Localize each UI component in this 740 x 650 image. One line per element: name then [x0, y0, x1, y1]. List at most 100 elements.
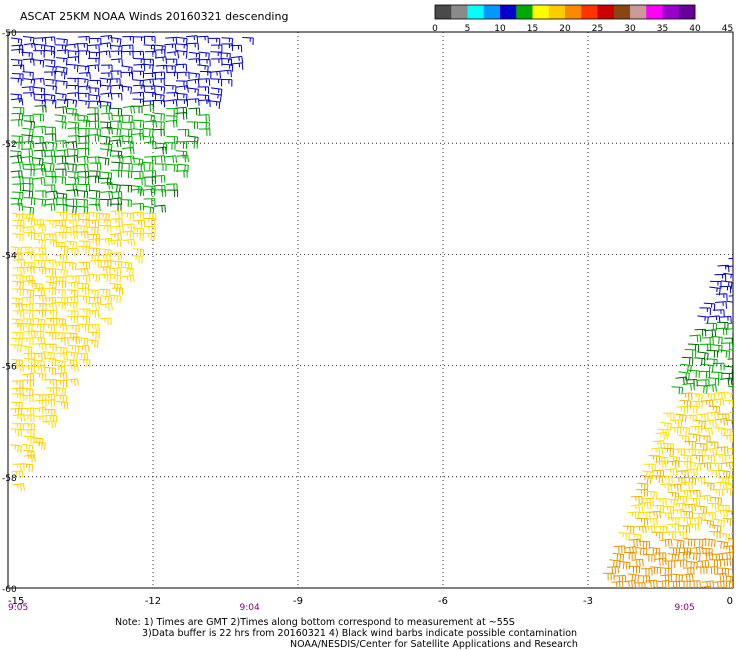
wind-barb: [675, 531, 687, 540]
wind-barb: [21, 303, 34, 311]
wind-barb: [716, 540, 729, 550]
wind-barb: [122, 121, 135, 130]
wind-barb: [690, 425, 703, 434]
wind-barb: [21, 275, 34, 283]
wind-barb: [731, 441, 733, 443]
wind-barb: [727, 475, 733, 481]
wind-barb: [11, 274, 24, 283]
wind-barb: [704, 538, 716, 548]
wind-barb: [164, 43, 177, 51]
wind-barb: [33, 50, 45, 58]
wind-barb: [684, 349, 697, 357]
wind-barb: [686, 405, 698, 414]
wind-barb: [88, 247, 100, 256]
wind-barb: [65, 240, 77, 249]
wind-barb: [110, 58, 123, 66]
y-tick-labels: -50 -52 -54 -56 -58 -60: [2, 29, 17, 595]
wind-barb: [78, 315, 91, 324]
wind-barb: [669, 483, 682, 492]
legend-swatch: [565, 5, 582, 19]
wind-barb: [660, 475, 673, 484]
wind-barb: [701, 337, 714, 345]
wind-barb: [10, 444, 22, 453]
wind-barb: [110, 260, 123, 269]
wind-barb: [98, 212, 110, 222]
wind-barb: [12, 219, 25, 228]
legend-swatch: [548, 5, 566, 19]
wind-barb: [76, 190, 89, 199]
wind-barb: [111, 45, 123, 54]
wind-barb: [121, 44, 134, 53]
wind-barb: [56, 49, 69, 57]
wind-barb: [10, 141, 23, 150]
wind-barb: [12, 266, 25, 275]
wind-barb: [220, 79, 233, 87]
wind-barb: [12, 280, 25, 290]
wind-barb: [44, 259, 57, 268]
legend-swatch: [613, 5, 631, 19]
wind-barb: [133, 163, 145, 171]
y-tick-label: -56: [2, 363, 17, 373]
wind-barb: [45, 379, 57, 387]
footnote: Note: 1) Times are GMT 2)Times along bot…: [115, 617, 578, 650]
wind-barb: [706, 441, 719, 450]
wind-barb: [77, 142, 90, 151]
wind-barb: [152, 128, 165, 137]
wind-barb: [668, 547, 681, 556]
wind-barb: [683, 538, 696, 547]
wind-barb: [22, 309, 34, 318]
wind-barb: [88, 189, 101, 199]
wind-barb: [177, 71, 190, 80]
wind-barb: [43, 323, 56, 332]
wind-barb: [120, 85, 133, 95]
wind-barb: [65, 205, 77, 214]
wind-barb: [45, 238, 58, 248]
wind-barb: [43, 399, 56, 407]
wind-barb: [627, 573, 640, 583]
legend-swatch: [483, 5, 501, 19]
wind-barb: [100, 92, 113, 100]
wind-barb: [78, 35, 91, 44]
wind-barb: [66, 378, 79, 387]
wind-barb: [667, 553, 680, 563]
wind-barb: [98, 266, 111, 274]
wind-barb: [9, 344, 22, 353]
wind-barb: [55, 352, 68, 360]
wind-barb: [65, 107, 77, 117]
wind-barb: [598, 590, 610, 598]
wind-barb: [121, 50, 134, 59]
wind-barb: [67, 324, 80, 333]
wind-barb: [685, 414, 697, 423]
wind-barb: [712, 398, 725, 407]
wind-barb: [677, 434, 690, 444]
wind-barb: [66, 43, 79, 51]
wind-barb: [633, 582, 646, 588]
wind-barb: [45, 190, 59, 199]
wind-barb: [45, 309, 57, 318]
wind-barb: [648, 547, 661, 556]
wind-barb: [164, 84, 177, 93]
wind-barb: [665, 468, 678, 476]
wind-barb: [22, 266, 35, 274]
wind-barb: [198, 59, 211, 67]
wind-barb: [622, 525, 635, 534]
wind-barb: [639, 501, 652, 510]
wind-barb: [177, 129, 190, 137]
wind-barb: [719, 316, 732, 324]
wind-barb: [11, 44, 24, 52]
wind-barb: [130, 185, 143, 194]
wind-barb: [665, 586, 678, 588]
wind-barb: [87, 302, 100, 311]
wind-barb: [219, 69, 232, 78]
wind-barb: [706, 566, 719, 575]
wind-barb: [109, 252, 122, 260]
wind-barb: [221, 43, 233, 51]
wind-barb: [22, 140, 35, 149]
wind-barb: [689, 334, 702, 343]
wind-barb: [166, 189, 179, 198]
wind-barb: [689, 517, 703, 525]
x-tick-label: -3: [583, 596, 593, 607]
wind-barb: [664, 531, 677, 539]
wind-barb: [98, 156, 110, 166]
y-tick-label: -58: [2, 474, 17, 484]
